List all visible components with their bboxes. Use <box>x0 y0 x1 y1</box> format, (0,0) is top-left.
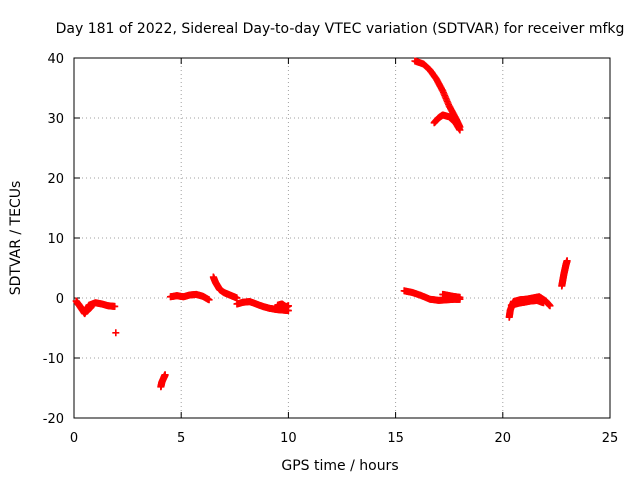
data-points <box>72 57 571 391</box>
data-point-plus <box>205 296 213 304</box>
x-tick-label: 15 <box>387 431 404 446</box>
series-arc-22-23h <box>558 257 571 290</box>
series-arc-0-1h-b <box>74 300 95 315</box>
y-tick-label: 20 <box>47 172 64 187</box>
x-tick-label: 10 <box>280 431 297 446</box>
data-point-plus <box>87 303 95 311</box>
data-point-plus <box>112 329 120 337</box>
data-point-plus <box>161 371 169 379</box>
data-point-plus <box>563 257 571 265</box>
y-tick-label: 30 <box>47 112 64 127</box>
y-tick-label: 10 <box>47 232 64 247</box>
x-axis-label: GPS time / hours <box>281 458 398 474</box>
series-outlier-4h <box>157 371 169 391</box>
x-tick-label: 0 <box>70 431 78 446</box>
series-arc-20-22h-b <box>507 296 548 309</box>
data-point-plus <box>111 302 119 310</box>
data-point-plus <box>540 299 548 307</box>
y-tick-label: 0 <box>56 292 64 307</box>
y-tick-label: 40 <box>47 52 64 67</box>
data-point-plus <box>456 293 464 301</box>
x-tick-label: 25 <box>602 431 619 446</box>
data-point-plus <box>546 302 554 310</box>
series-arc-16-18h-b <box>430 111 464 134</box>
series-arc-4-6h <box>166 290 213 304</box>
data-point-plus <box>284 302 292 310</box>
y-axis-ticks: -20 -10 0 10 20 30 40 <box>43 52 610 427</box>
x-axis-ticks: 0 5 10 15 20 25 <box>70 58 618 446</box>
series-arc-7-10h <box>233 298 292 315</box>
series-arc-9-10h-b <box>274 300 292 311</box>
x-tick-label: 20 <box>495 431 512 446</box>
gridlines <box>74 58 610 418</box>
chart-title: Day 181 of 2022, Sidereal Day-to-day VTE… <box>56 21 625 37</box>
y-axis-label: SDTVAR / TECUs <box>8 181 24 296</box>
y-tick-label: -10 <box>43 352 64 367</box>
series-arc-6-7h <box>209 273 241 302</box>
data-point-plus <box>456 126 464 134</box>
x-tick-label: 5 <box>177 431 185 446</box>
y-tick-label: -20 <box>43 412 64 427</box>
series-outlier-2h <box>112 329 120 337</box>
series-arc-17-18h-b <box>439 290 464 301</box>
